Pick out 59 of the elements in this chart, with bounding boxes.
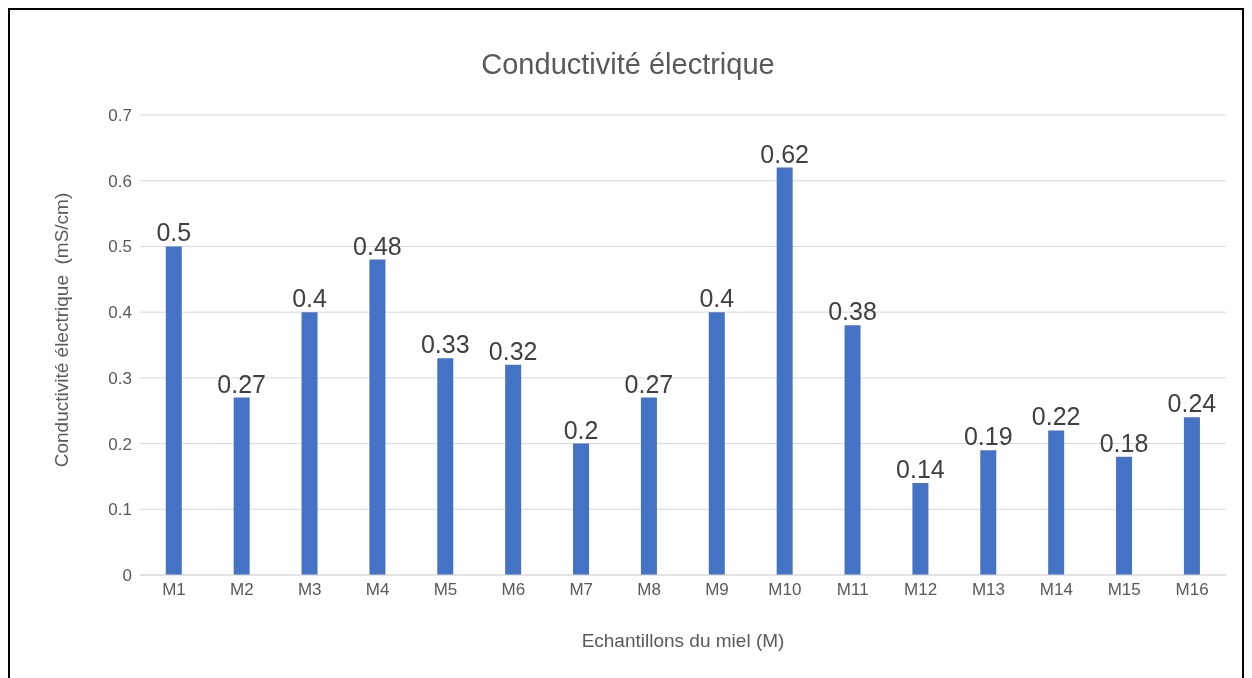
x-tick-label: M6 bbox=[501, 580, 526, 600]
bar bbox=[301, 312, 318, 575]
x-tick-label: M13 bbox=[971, 580, 1005, 600]
y-tick-label: 0.3 bbox=[108, 368, 132, 388]
data-label: 0.18 bbox=[1099, 428, 1149, 457]
y-axis-title: Conductivité électrique (mS/cm) bbox=[51, 192, 73, 468]
x-tick-label: M2 bbox=[230, 580, 254, 600]
data-label: 0.4 bbox=[292, 284, 328, 313]
data-label: 0.2 bbox=[563, 415, 599, 444]
bar bbox=[165, 246, 182, 575]
bar bbox=[776, 167, 793, 575]
data-label: 0.62 bbox=[760, 139, 809, 168]
x-tick-label: M1 bbox=[162, 580, 186, 600]
bar bbox=[640, 397, 657, 575]
data-label: 0.27 bbox=[217, 369, 266, 398]
x-tick-label: M4 bbox=[365, 580, 390, 600]
x-tick-label: M7 bbox=[569, 580, 593, 600]
data-label: 0.48 bbox=[353, 231, 402, 260]
x-tick-label: M12 bbox=[904, 580, 938, 600]
y-tick-label: 0.7 bbox=[108, 106, 132, 126]
bar bbox=[844, 325, 861, 575]
data-label: 0.14 bbox=[896, 455, 945, 483]
data-label: 0.24 bbox=[1167, 389, 1217, 418]
data-label: 0.4 bbox=[699, 284, 735, 313]
data-label: 0.22 bbox=[1031, 402, 1081, 431]
bar bbox=[1183, 417, 1200, 575]
data-label: 0.33 bbox=[420, 330, 470, 359]
y-tick-label: 0.4 bbox=[108, 303, 132, 323]
bar bbox=[369, 259, 386, 575]
x-tick-label: M5 bbox=[433, 580, 458, 600]
bar bbox=[573, 443, 590, 575]
y-tick-label: 0.2 bbox=[108, 434, 132, 454]
x-tick-label: M3 bbox=[297, 580, 322, 600]
y-tick-label: 0.5 bbox=[108, 237, 132, 257]
data-label: 0.19 bbox=[963, 422, 1013, 451]
bar bbox=[1116, 456, 1133, 575]
x-tick-label: M15 bbox=[1107, 580, 1141, 600]
x-tick-label: M16 bbox=[1175, 580, 1209, 600]
y-tick-label: 0 bbox=[122, 566, 132, 586]
bar bbox=[437, 358, 454, 575]
data-label: 0.38 bbox=[828, 297, 877, 326]
bar bbox=[708, 312, 725, 575]
data-label: 0.32 bbox=[488, 336, 538, 365]
bar bbox=[912, 483, 929, 575]
bar bbox=[233, 397, 250, 575]
y-tick-label: 0.6 bbox=[108, 171, 132, 191]
x-tick-label: M14 bbox=[1039, 580, 1073, 600]
data-label: 0.5 bbox=[156, 218, 192, 247]
bar bbox=[1048, 430, 1065, 575]
chart-title: Conductivité électrique bbox=[480, 48, 776, 81]
bar bbox=[980, 450, 997, 575]
x-tick-label: M8 bbox=[637, 580, 661, 600]
x-tick-label: M11 bbox=[836, 580, 869, 600]
y-tick-label: 0.1 bbox=[108, 500, 132, 520]
bar bbox=[505, 364, 522, 575]
x-tick-label: M9 bbox=[705, 580, 729, 600]
x-axis-title: Echantillons du miel (M) bbox=[580, 630, 786, 652]
x-tick-label: M10 bbox=[768, 580, 802, 600]
data-label: 0.27 bbox=[624, 369, 674, 398]
